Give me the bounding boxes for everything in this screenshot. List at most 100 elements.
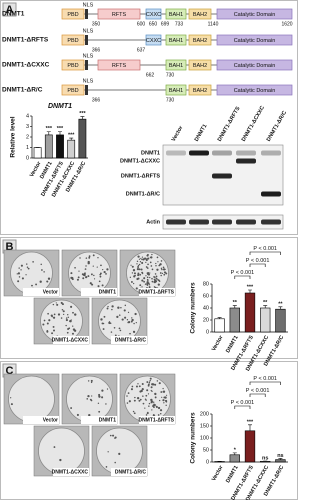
colony (141, 279, 144, 282)
colony (87, 394, 90, 398)
colony (145, 394, 148, 397)
colony (61, 303, 64, 306)
domain-box (61, 34, 85, 46)
bar (78, 118, 87, 159)
colony (142, 395, 144, 397)
bar (67, 139, 76, 159)
colony (130, 388, 133, 391)
colony (47, 277, 51, 280)
colony (104, 271, 106, 273)
colony (17, 280, 20, 283)
colony (163, 273, 166, 276)
dish-label: DNMT1 (99, 289, 116, 295)
colony (143, 277, 146, 280)
y-tick-label: 60 (203, 293, 209, 299)
domain-label: BAH2 (193, 88, 207, 94)
colony (109, 434, 112, 437)
colony (20, 269, 22, 271)
y-axis-label: Colony numbers (190, 282, 197, 334)
domain-label: PBD (67, 12, 78, 18)
comparison-label: P < 0.001 (231, 270, 255, 276)
band-label: DNMT1-ΔR/C (126, 191, 160, 197)
domain-label: Catalytic Domain (234, 12, 276, 18)
colony (162, 387, 164, 390)
colony (43, 319, 46, 322)
colony (118, 327, 121, 330)
colony (114, 334, 117, 337)
colony (165, 394, 168, 396)
band-label: DNMT1 (141, 150, 160, 156)
colony (46, 281, 49, 283)
colony (87, 260, 90, 264)
residue-number: 1620 (281, 21, 292, 27)
domain-box (188, 84, 212, 96)
domain-box (216, 84, 293, 96)
dish-label-box (139, 416, 175, 424)
domain-label: PBD (67, 88, 78, 94)
blot-band (166, 150, 186, 156)
colony (57, 313, 61, 316)
colony (90, 379, 93, 382)
colony (136, 396, 140, 400)
colony (43, 271, 45, 273)
colony (106, 268, 109, 271)
blot-band (212, 173, 232, 179)
comparison-bracket (249, 263, 266, 267)
blot-band (166, 219, 186, 225)
colony (99, 272, 102, 275)
dish-label-box (53, 336, 89, 344)
colony (148, 402, 151, 405)
colony (114, 461, 116, 464)
comparison-label: P < 0.001 (253, 376, 277, 382)
bar (33, 147, 42, 159)
colony (96, 266, 98, 268)
nls-label: NLS (83, 28, 94, 34)
panel-frame (0, 0, 298, 235)
blot-band (261, 219, 281, 225)
construct-name: DNMT1-ΔR/C (2, 87, 43, 94)
colony (137, 274, 140, 277)
colony (153, 413, 155, 416)
colony (131, 318, 134, 322)
colony (105, 466, 108, 468)
domain-label: BAH2 (193, 12, 207, 18)
colony (65, 317, 68, 319)
comparison-bracket (249, 381, 281, 385)
significance-mark: ** (263, 300, 268, 306)
y-tick-label: 4 (26, 113, 29, 119)
bar (275, 308, 286, 333)
y-tick-label: 50 (203, 447, 209, 453)
nls-label: NLS (83, 78, 94, 84)
colony (148, 286, 151, 289)
colony (148, 381, 151, 383)
blot-band (189, 150, 209, 156)
colony (51, 315, 53, 318)
lane-label: DNMT1-ΔR/C (266, 110, 288, 143)
domain-box (165, 8, 187, 20)
x-tick-label: Vector (211, 334, 225, 352)
colony (126, 402, 129, 404)
colony (21, 277, 24, 280)
colony (140, 268, 143, 271)
colony (126, 319, 129, 321)
colony (160, 260, 163, 262)
colony (70, 276, 73, 279)
colony (16, 273, 18, 275)
dish-plate (40, 299, 83, 343)
colony (141, 286, 143, 288)
colony (147, 273, 150, 276)
colony (87, 380, 90, 382)
colony (47, 312, 49, 315)
colony (56, 303, 59, 306)
domain-label: CXXC (146, 38, 161, 44)
colony (102, 328, 105, 331)
colony (146, 381, 149, 383)
colony (67, 328, 70, 330)
significance-mark: ns (277, 453, 283, 459)
colony (162, 399, 165, 402)
colony (158, 264, 160, 267)
colony (149, 276, 151, 279)
significance-mark: *** (247, 284, 254, 290)
colony (155, 275, 158, 278)
colony (118, 314, 121, 316)
